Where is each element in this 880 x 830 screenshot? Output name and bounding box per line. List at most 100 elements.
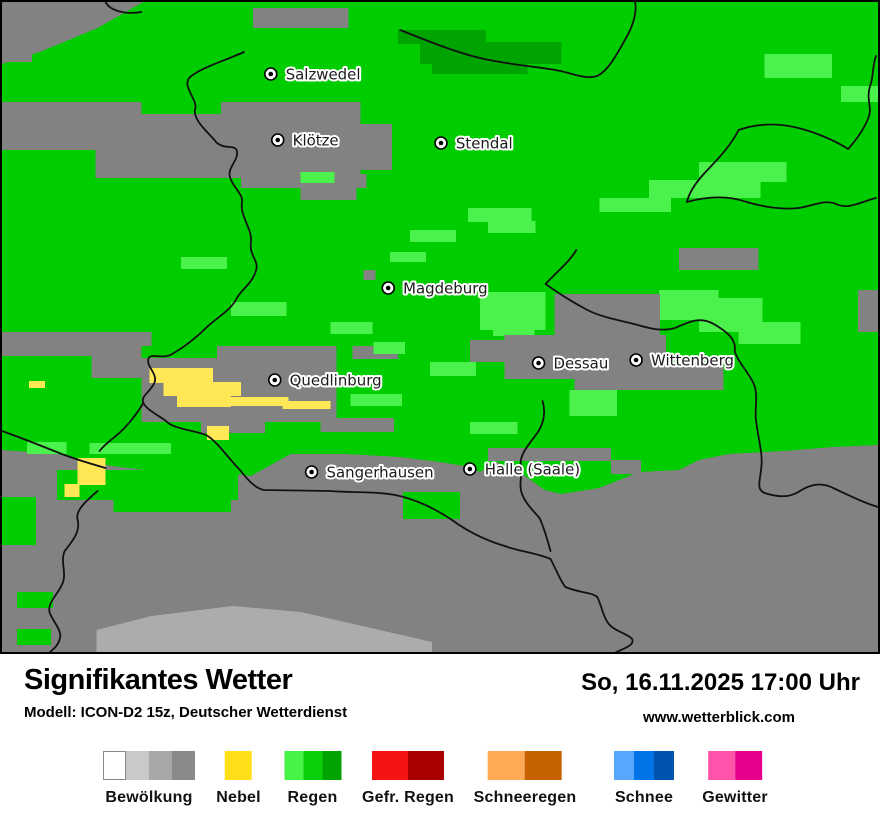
legend-label: Bewölkung — [105, 789, 193, 806]
model-info: Modell: ICON-D2 15z, Deutscher Wetterdie… — [24, 704, 348, 721]
legend-swatch — [126, 751, 149, 780]
map-patch-lg — [350, 394, 403, 406]
map-patch-g — [2, 2, 144, 64]
city-halle-saale: Halle (Saale) — [463, 458, 582, 481]
page-title: Signifikantes Wetter — [24, 664, 293, 696]
city-label: Wittenberg — [651, 351, 734, 369]
city-marker-dot — [272, 377, 278, 383]
map-patch-dg — [420, 42, 562, 64]
map-patch-lg — [230, 302, 287, 316]
city-magdeburg: Magdeburg — [381, 277, 490, 300]
legend-swatch — [371, 751, 408, 780]
city-marker-dot — [309, 469, 314, 475]
city-dessau: Dessau — [531, 352, 610, 375]
map-patch-lg — [467, 208, 532, 222]
map-patch-g — [858, 290, 878, 332]
map-patch-bg — [403, 492, 460, 519]
city-marker-dot — [467, 466, 473, 472]
map-patch-lg — [599, 198, 671, 212]
city-label: Dessau — [553, 354, 608, 372]
map-patch-lg — [181, 257, 227, 269]
district-border-line — [104, 2, 143, 14]
city-wittenberg: Wittenberg — [629, 349, 736, 372]
district-border-line — [685, 55, 877, 210]
legend-swatch — [488, 751, 525, 780]
legend-label: Nebel — [216, 789, 261, 806]
district-border-line — [399, 2, 637, 79]
legend-label: Gewitter — [702, 789, 768, 806]
legend-swatches — [284, 751, 341, 780]
map-patch-y — [149, 368, 214, 383]
legend-swatches — [708, 751, 762, 780]
map-patch-lg — [89, 443, 172, 454]
map-patch-g — [2, 38, 32, 62]
city-label: Magdeburg — [403, 279, 487, 297]
map-patch-lg — [373, 342, 406, 354]
city-label: Stendal — [456, 134, 513, 152]
map-patch-lg — [487, 221, 536, 233]
legend-swatch — [172, 751, 195, 780]
map-patch-bg — [141, 346, 218, 358]
map-patch-g — [469, 340, 522, 362]
city-label: Sangerhausen — [327, 463, 434, 481]
legend-label: Regen — [287, 789, 338, 806]
map-patch-g — [300, 188, 357, 200]
legend-group-gewitter: Gewitter — [702, 751, 768, 807]
legend-swatches — [614, 751, 674, 780]
legend-label: Schnee — [614, 789, 674, 806]
city-label: Salzwedel — [286, 65, 361, 83]
legend-group-nebel: Nebel — [216, 751, 261, 807]
legend-swatch — [654, 751, 674, 780]
legend-label: Gefr. Regen — [361, 789, 455, 806]
weather-map: Salzwedel Klötze Stendal Magdeburg Quedlinbu… — [0, 0, 880, 654]
district-border-line — [141, 51, 634, 652]
map-patch-y — [228, 397, 289, 406]
map-patch-g — [574, 362, 724, 390]
map-patch-lg — [738, 322, 801, 344]
map-patch-g — [487, 448, 612, 461]
map-patch-lg — [300, 172, 335, 183]
map-patch-lg — [649, 180, 761, 198]
city-marker-dot — [438, 140, 444, 146]
map-patch-lg — [330, 322, 373, 334]
district-border-line — [2, 430, 107, 469]
map-patch-y — [64, 484, 80, 497]
map-patch-y — [28, 381, 45, 388]
district-border-line — [519, 400, 552, 552]
map-patch-g — [678, 248, 759, 270]
legend-group-bewölkung: Bewölkung — [103, 751, 195, 807]
city-marker-dot — [633, 357, 639, 363]
legend-swatch — [735, 751, 762, 780]
weather-map-canvas: Salzwedel Klötze Stendal Magdeburg Quedlinbu… — [2, 2, 878, 652]
map-patch-lg — [469, 422, 518, 434]
website-url: www.wetterblick.com — [643, 709, 795, 726]
map-patch-g — [252, 8, 349, 28]
map-patch-y — [177, 395, 231, 407]
legend-swatch — [322, 751, 341, 780]
map-patch-y — [163, 382, 241, 396]
map-patch-bg — [141, 102, 221, 114]
info-panel: Signifikantes Wetter Modell: ICON-D2 15z… — [0, 654, 880, 830]
legend-swatch — [103, 751, 126, 780]
map-patch-lg — [698, 162, 787, 182]
map-patch-lg — [479, 292, 546, 330]
legend-swatch — [303, 751, 322, 780]
district-border-line — [544, 249, 878, 508]
city-marker-dot — [268, 71, 274, 77]
legend-swatch — [224, 751, 252, 780]
map-patch-lgr — [96, 606, 433, 652]
map-patch-bg — [16, 592, 53, 608]
map-patch-lg — [410, 230, 456, 242]
legend-swatch — [708, 751, 735, 780]
legend-label: Schneeregen — [473, 789, 577, 806]
legend-swatches — [488, 751, 562, 780]
legend-group-gefr-regen: Gefr. Regen — [362, 751, 454, 807]
map-patch-y — [207, 426, 229, 440]
map-patch-y — [77, 458, 106, 485]
map-patch-g — [363, 270, 376, 280]
legend-swatches — [371, 751, 444, 780]
map-patch-bg — [2, 150, 96, 178]
city-label: Klötze — [293, 131, 339, 149]
map-patch-g — [611, 460, 642, 474]
legend-swatch — [525, 751, 562, 780]
